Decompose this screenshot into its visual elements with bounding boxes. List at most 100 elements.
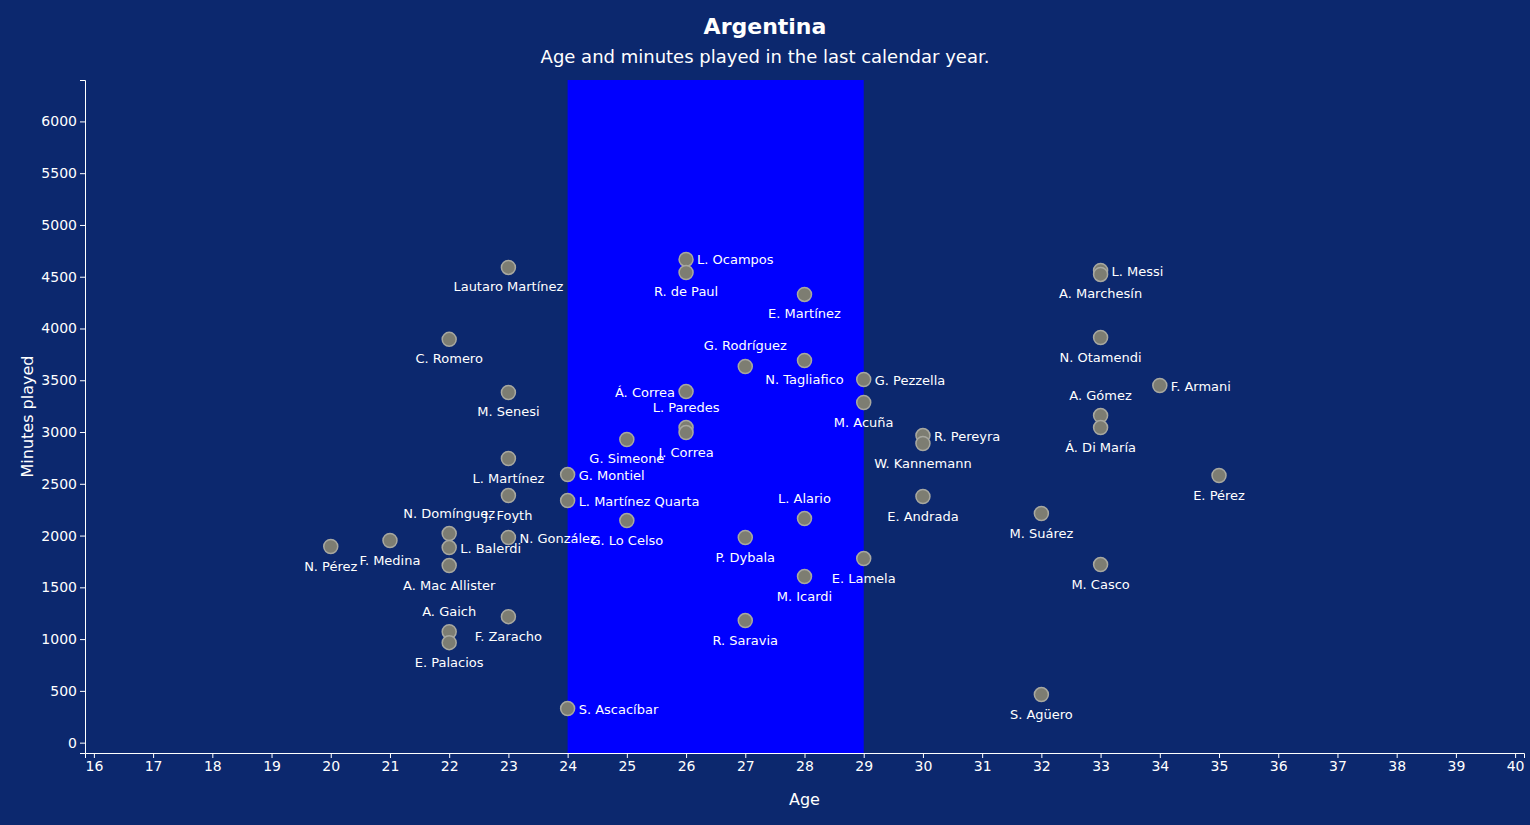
tick: 5500 <box>41 165 85 181</box>
point-label: F. Armani <box>1171 379 1231 394</box>
tick-mark <box>80 328 85 329</box>
point-label: E. Pérez <box>1193 488 1245 503</box>
tick: 6000 <box>41 113 85 129</box>
tick-label: 27 <box>737 758 755 774</box>
tick-label: 16 <box>85 758 103 774</box>
point <box>620 432 634 446</box>
tick-label: 40 <box>1507 758 1525 774</box>
point <box>679 252 693 266</box>
tick: 19 <box>263 753 281 774</box>
tick: 4500 <box>41 269 85 285</box>
tick: 3500 <box>41 372 85 388</box>
point-label: C. Romero <box>415 351 482 366</box>
point-label: M. Suárez <box>1009 526 1073 541</box>
axis-line <box>80 81 86 754</box>
tick: 39 <box>1447 753 1465 774</box>
tick-label: 31 <box>974 758 992 774</box>
point-label: R. Saravia <box>712 633 778 648</box>
tick: 30 <box>915 753 933 774</box>
point <box>501 260 515 274</box>
point <box>679 265 693 279</box>
point <box>442 636 456 650</box>
tick: 38 <box>1388 753 1406 774</box>
tick-label: 500 <box>50 683 77 699</box>
point-labels: Lautaro MartínezC. RomeroM. SenesiL. Mar… <box>304 252 1245 721</box>
point-label: F. Zaracho <box>475 629 542 644</box>
tick: 34 <box>1151 753 1169 774</box>
point <box>1094 558 1108 572</box>
point-label: L. Messi <box>1112 264 1164 279</box>
tick-mark <box>80 743 85 744</box>
point-label: J. Correa <box>657 445 713 460</box>
point-label: E. Martínez <box>768 306 841 321</box>
point-label: E. Palacios <box>415 655 484 670</box>
tick: 1000 <box>41 631 85 647</box>
point <box>738 359 752 373</box>
point-label: Á. Correa <box>615 385 675 400</box>
point <box>1094 421 1108 435</box>
point-label: P. Dybala <box>715 550 775 565</box>
tick-label: 3500 <box>41 372 77 388</box>
tick-label: 0 <box>68 735 77 751</box>
tick-label: 24 <box>559 758 577 774</box>
point-label: M. Acuña <box>834 415 894 430</box>
tick-mark <box>80 691 85 692</box>
tick: 24 <box>559 753 577 774</box>
tick-label: 1000 <box>41 631 77 647</box>
point-label: R. de Paul <box>654 284 718 299</box>
tick: 23 <box>500 753 518 774</box>
tick: 28 <box>796 753 814 774</box>
tick-label: 2000 <box>41 528 77 544</box>
tick-label: 37 <box>1329 758 1347 774</box>
tick: 17 <box>145 753 163 774</box>
point <box>501 452 515 466</box>
tick: 27 <box>737 753 755 774</box>
tick-mark <box>80 484 85 485</box>
point <box>1094 267 1108 281</box>
highlight-band <box>568 80 864 753</box>
tick-mark <box>80 587 85 588</box>
tick-mark <box>80 432 85 433</box>
point <box>501 385 515 399</box>
point <box>1153 379 1167 393</box>
tick-label: 36 <box>1270 758 1288 774</box>
point <box>1094 331 1108 345</box>
tick-label: 5500 <box>41 165 77 181</box>
tick-label: 39 <box>1447 758 1465 774</box>
point <box>738 614 752 628</box>
point-label: R. Pereyra <box>934 429 1000 444</box>
tick-mark <box>80 639 85 640</box>
tick-label: 18 <box>204 758 222 774</box>
tick-label: 26 <box>678 758 696 774</box>
tick: 1500 <box>41 579 85 595</box>
point <box>442 541 456 555</box>
subtitle: Age and minutes played in the last calen… <box>541 46 990 67</box>
point <box>1034 507 1048 521</box>
point-label: L. Alario <box>778 491 831 506</box>
tick-label: 5000 <box>41 217 77 233</box>
tick: 2500 <box>41 476 85 492</box>
point <box>798 353 812 367</box>
point-label: L. Paredes <box>653 400 720 415</box>
point <box>442 559 456 573</box>
tick-mark <box>80 121 85 122</box>
point-label: N. Otamendi <box>1060 350 1142 365</box>
tick-label: 4000 <box>41 320 77 336</box>
point-label: M. Casco <box>1071 577 1129 592</box>
tick: 35 <box>1211 753 1229 774</box>
tick: 29 <box>855 753 873 774</box>
point <box>798 512 812 526</box>
point-label: G. Rodríguez <box>704 338 787 353</box>
point <box>798 287 812 301</box>
point-label: Á. Di María <box>1065 440 1136 455</box>
point-label: N. Pérez <box>304 559 357 574</box>
tick-label: 25 <box>618 758 636 774</box>
tick-label: 30 <box>915 758 933 774</box>
point-label: M. Icardi <box>777 589 832 604</box>
tick-label: 28 <box>796 758 814 774</box>
point-label: A. Gaich <box>422 604 476 619</box>
tick-label: 19 <box>263 758 281 774</box>
tick: 3000 <box>41 424 85 440</box>
point <box>620 514 634 528</box>
point-label: Lautaro Martínez <box>453 279 563 294</box>
